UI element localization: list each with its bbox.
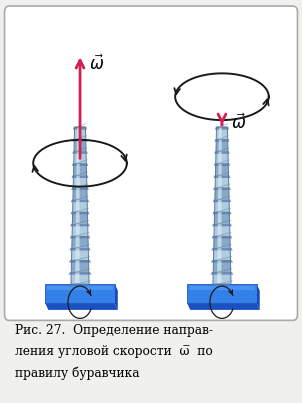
Polygon shape: [218, 188, 222, 199]
Polygon shape: [218, 212, 222, 223]
Polygon shape: [213, 272, 231, 284]
Polygon shape: [215, 163, 229, 175]
Polygon shape: [217, 248, 222, 260]
Polygon shape: [217, 236, 222, 247]
Polygon shape: [70, 212, 90, 214]
Polygon shape: [77, 127, 80, 139]
Polygon shape: [73, 175, 87, 187]
Polygon shape: [45, 303, 118, 310]
Text: $\vec{\omega}$: $\vec{\omega}$: [231, 113, 246, 133]
Polygon shape: [45, 284, 115, 303]
Polygon shape: [219, 127, 222, 139]
Polygon shape: [187, 303, 260, 310]
Polygon shape: [72, 151, 88, 154]
Polygon shape: [76, 224, 80, 235]
Polygon shape: [72, 212, 88, 224]
Text: Рис. 27.  Определение направ-: Рис. 27. Определение направ-: [15, 324, 213, 337]
Polygon shape: [215, 199, 229, 212]
Polygon shape: [215, 187, 229, 199]
Polygon shape: [73, 127, 87, 130]
Polygon shape: [212, 224, 232, 226]
Polygon shape: [187, 284, 257, 303]
Polygon shape: [216, 151, 228, 163]
Polygon shape: [76, 164, 80, 175]
Text: $\vec{\omega}$: $\vec{\omega}$: [89, 55, 104, 74]
Polygon shape: [115, 284, 118, 310]
Text: ления угловой скорости  ω̅  по: ления угловой скорости ω̅ по: [15, 345, 213, 358]
Polygon shape: [76, 236, 80, 247]
Polygon shape: [73, 163, 87, 175]
Polygon shape: [218, 224, 222, 235]
Polygon shape: [76, 188, 80, 199]
Polygon shape: [217, 272, 221, 284]
Polygon shape: [71, 199, 89, 202]
Polygon shape: [216, 139, 228, 151]
Polygon shape: [74, 127, 86, 139]
Polygon shape: [74, 139, 86, 151]
Polygon shape: [212, 212, 232, 214]
Polygon shape: [72, 236, 88, 248]
Polygon shape: [70, 236, 90, 239]
Polygon shape: [215, 175, 229, 187]
Polygon shape: [73, 199, 87, 212]
Polygon shape: [215, 127, 229, 130]
Polygon shape: [72, 175, 88, 178]
Polygon shape: [213, 199, 231, 202]
Polygon shape: [211, 248, 233, 251]
Polygon shape: [72, 139, 88, 142]
Polygon shape: [69, 272, 92, 275]
Polygon shape: [69, 248, 91, 251]
Polygon shape: [76, 212, 80, 223]
Polygon shape: [75, 260, 79, 272]
Polygon shape: [214, 175, 230, 178]
Polygon shape: [72, 248, 88, 260]
Polygon shape: [71, 187, 89, 190]
Polygon shape: [213, 187, 231, 190]
Polygon shape: [76, 248, 80, 260]
Polygon shape: [214, 236, 230, 248]
Polygon shape: [219, 152, 222, 163]
Polygon shape: [213, 260, 231, 272]
Polygon shape: [257, 284, 260, 310]
Polygon shape: [218, 164, 222, 175]
Polygon shape: [72, 224, 88, 236]
Polygon shape: [214, 248, 230, 260]
Polygon shape: [75, 272, 79, 284]
Polygon shape: [214, 163, 230, 166]
Polygon shape: [218, 200, 222, 211]
FancyBboxPatch shape: [5, 6, 297, 320]
Polygon shape: [210, 272, 233, 275]
Polygon shape: [214, 224, 230, 236]
Text: правилу буравчика: правилу буравчика: [15, 366, 140, 380]
Polygon shape: [77, 139, 80, 151]
Polygon shape: [214, 151, 230, 154]
Polygon shape: [212, 236, 232, 239]
Polygon shape: [216, 127, 228, 139]
Polygon shape: [74, 151, 86, 163]
Polygon shape: [72, 163, 88, 166]
Polygon shape: [219, 139, 222, 151]
Polygon shape: [77, 152, 80, 163]
Polygon shape: [76, 200, 80, 211]
Polygon shape: [69, 260, 91, 263]
Polygon shape: [217, 260, 221, 272]
Polygon shape: [214, 212, 230, 224]
Polygon shape: [71, 272, 89, 284]
Polygon shape: [70, 224, 90, 226]
Polygon shape: [218, 176, 222, 187]
Polygon shape: [211, 260, 233, 263]
Polygon shape: [73, 187, 87, 199]
Polygon shape: [47, 286, 113, 289]
Polygon shape: [71, 260, 89, 272]
Polygon shape: [76, 176, 80, 187]
Polygon shape: [189, 286, 255, 289]
Polygon shape: [214, 139, 230, 142]
